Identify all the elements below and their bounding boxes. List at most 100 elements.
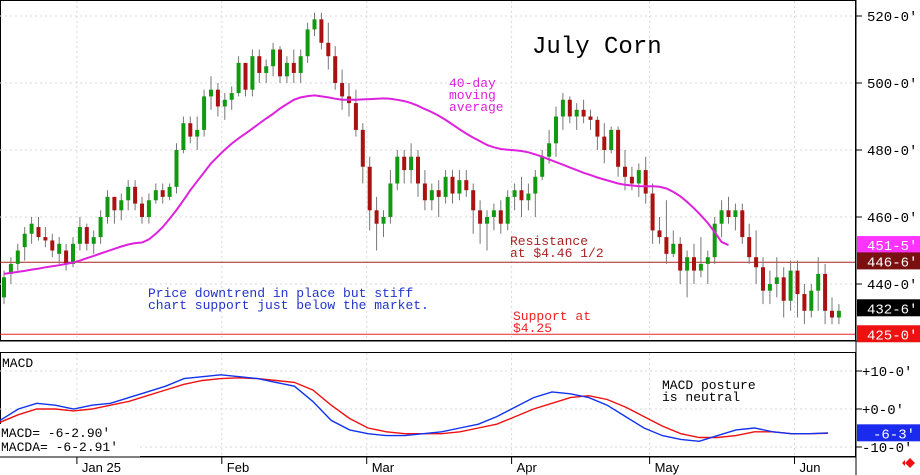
- candle-body: [243, 62, 248, 90]
- candle: [719, 200, 724, 238]
- candle-body: [774, 277, 779, 284]
- candle-body: [705, 257, 710, 264]
- candle-body: [692, 257, 696, 271]
- candle: [2, 270, 6, 305]
- candle: [112, 196, 117, 224]
- candle-body: [478, 210, 483, 224]
- candle: [450, 170, 455, 204]
- candle: [195, 116, 200, 150]
- candle-body: [809, 290, 814, 311]
- price-tag-box: [857, 299, 920, 317]
- macd-tick-label: -10-0': [862, 441, 912, 457]
- candle-body: [222, 99, 227, 107]
- candle: [767, 270, 772, 305]
- candle-body: [450, 176, 455, 194]
- macd-current-tag-box: [857, 424, 920, 442]
- price-axis: 520-0' 500-0' 480-0' 460-0' 440-0': [855, 0, 917, 475]
- candle: [160, 183, 165, 204]
- macd-line: [0, 374, 829, 443]
- time-tick-label: Jan 25: [82, 460, 121, 475]
- candle-body: [353, 103, 358, 130]
- candle-body: [367, 166, 372, 211]
- price-tag-label: 446-6': [867, 255, 917, 271]
- candle: [326, 22, 331, 70]
- candle: [91, 230, 96, 254]
- candle-body: [498, 210, 503, 224]
- candle: [574, 103, 579, 130]
- candle-body: [84, 227, 89, 244]
- candle-body: [160, 190, 165, 197]
- candle: [554, 106, 558, 157]
- price-tick-label: 440-0': [867, 278, 917, 294]
- candle-body: [471, 190, 476, 211]
- time-axis: Jan 25 Feb Mar Apr May Jun: [0, 456, 856, 475]
- diamond-arrows-icon[interactable]: [902, 458, 915, 468]
- candle-body: [629, 176, 634, 184]
- macd-readout-box: [0, 424, 140, 457]
- candle-body: [181, 123, 186, 150]
- price-tick-label: 520-0': [867, 10, 917, 26]
- candle-body: [712, 223, 717, 258]
- price-tag: 425-0': [857, 325, 920, 344]
- macd-readout-1: MACD= -6-2.90': [1, 426, 110, 441]
- candle-body: [781, 277, 786, 301]
- candle-body: [105, 196, 110, 217]
- candle-body: [512, 190, 517, 197]
- candle-body: [209, 89, 213, 97]
- candle: [422, 170, 427, 211]
- candle-body: [485, 217, 489, 224]
- candle: [243, 62, 248, 97]
- candle: [126, 180, 131, 211]
- candle-body: [98, 217, 103, 238]
- candle-body: [830, 310, 834, 318]
- candle: [57, 237, 62, 264]
- candle: [830, 297, 834, 325]
- candle: [643, 156, 648, 204]
- chart-title: July Corn: [532, 34, 662, 61]
- candle-body: [547, 143, 552, 157]
- candle-body: [340, 83, 345, 97]
- candle-body: [319, 19, 324, 43]
- candle: [512, 183, 517, 211]
- macd-signal-line: [0, 377, 829, 439]
- support-label-2: $4.25: [513, 321, 552, 336]
- candle-body: [195, 129, 200, 137]
- candle: [823, 263, 828, 325]
- candle-body: [402, 156, 407, 171]
- candle-body: [215, 89, 220, 107]
- candle: [457, 170, 462, 201]
- candle-body: [595, 119, 600, 137]
- candle-body: [802, 294, 807, 311]
- candle-body: [112, 196, 117, 211]
- candle: [781, 267, 786, 318]
- candle: [795, 260, 800, 318]
- candle: [381, 210, 386, 238]
- candle: [478, 200, 483, 244]
- candle-body: [119, 200, 124, 211]
- candle-body: [533, 176, 538, 194]
- candle-body: [816, 273, 821, 291]
- time-tick-label: Jun: [800, 460, 821, 475]
- note-line-1: Price downtrend in place but stiff: [148, 286, 413, 301]
- candle: [836, 304, 841, 325]
- candle: [705, 250, 710, 284]
- candle-body: [381, 217, 386, 224]
- candle-body: [271, 49, 276, 67]
- candle: [692, 243, 696, 284]
- candle-body: [312, 19, 317, 30]
- candle: [581, 99, 586, 124]
- candle: [623, 150, 627, 191]
- candle-body: [278, 49, 282, 77]
- candle-body: [464, 180, 469, 191]
- candle-body: [43, 237, 48, 241]
- candle: [84, 223, 89, 251]
- price-tag-label: 425-0': [867, 328, 917, 344]
- candle-body: [554, 116, 558, 144]
- candle: [140, 196, 144, 224]
- candle: [29, 217, 34, 244]
- candle: [264, 59, 269, 83]
- candle-body: [560, 99, 565, 117]
- candle-body: [505, 196, 510, 224]
- candle-body: [526, 193, 531, 201]
